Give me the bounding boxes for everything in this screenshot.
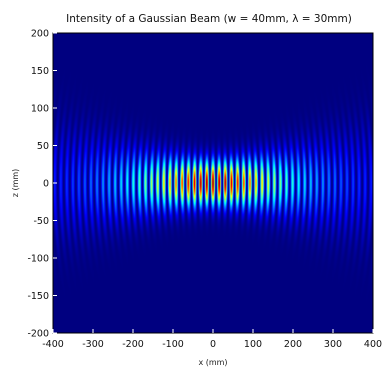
y-tick-label: 100 (31, 104, 49, 115)
chart-title: Intensity of a Gaussian Beam (w = 40mm, … (66, 13, 352, 25)
y-tick-label: -150 (27, 291, 49, 302)
y-tick-label: -50 (33, 216, 49, 227)
x-axis-ticks: -400 -300 -200 -100 0 100 200 300 400 (42, 329, 382, 350)
y-tick-label: 150 (31, 66, 49, 77)
x-axis-label: x (mm) (198, 358, 227, 367)
x-tick-label: -200 (122, 339, 144, 350)
x-tick-label: 0 (210, 339, 216, 350)
y-tick-label: 0 (43, 179, 49, 190)
x-tick-label: -300 (82, 339, 104, 350)
x-tick-label: 200 (284, 339, 302, 350)
x-tick-label: 300 (324, 339, 342, 350)
y-axis-ticks: 200 150 100 50 0 -50 -100 -150 -200 (27, 29, 57, 340)
x-tick-label: -100 (162, 339, 184, 350)
x-tick-label: 400 (364, 339, 382, 350)
y-tick-label: 50 (37, 141, 49, 152)
y-tick-label: -200 (27, 329, 49, 340)
heatmap-image (53, 33, 373, 333)
x-tick-label: -400 (42, 339, 64, 350)
y-tick-label: -100 (27, 254, 49, 265)
y-tick-label: 200 (31, 29, 49, 40)
plot-area (52, 32, 374, 334)
y-axis-label: z (mm) (11, 169, 20, 198)
x-tick-label: 100 (244, 339, 262, 350)
